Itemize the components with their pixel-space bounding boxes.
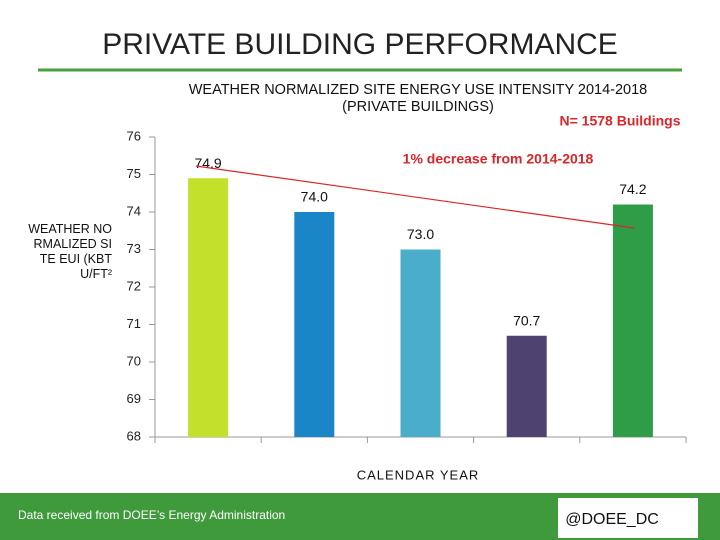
annotation: 1% decrease from 2014-2018 [403,151,594,167]
handle-box [558,498,698,538]
chart-title: WEATHER NORMALIZED SITE ENERGY USE INTEN… [189,82,648,98]
y-tick-label: 69 [127,391,141,406]
y-tick-label: 75 [127,166,141,181]
y-tick-label: 70 [127,353,141,368]
bar [188,178,229,437]
stars: ★★★ [664,502,700,513]
y-tick-label: 72 [127,278,141,293]
handle: @DOEE_DC [565,511,659,528]
value-label: 74.2 [619,181,646,197]
y-tick-label: 76 [127,128,141,143]
bar [294,212,335,437]
bar [612,204,653,437]
bar [400,249,441,437]
annotation: N= 1578 Buildings [560,113,681,129]
y-axis-label: WEATHER NORMALIZED SITE EUI (KBTU/FT² [28,222,112,281]
y-tick-label: 68 [127,428,141,443]
x-axis-label: CALENDAR YEAR [357,467,480,482]
value-label: 74.0 [301,189,328,205]
value-label: 73.0 [407,226,434,242]
value-label: 70.7 [513,312,540,328]
y-tick-label: 73 [127,241,141,256]
chart-subtitle: (PRIVATE BUILDINGS) [342,99,494,115]
footer-note: Data received from DOEE’s Energy Adminis… [18,508,285,522]
y-tick-label: 74 [127,203,141,218]
trend-line [195,165,635,229]
slide-title: PRIVATE BUILDING PERFORMANCE [102,28,618,61]
y-tick-label: 71 [127,316,141,331]
bar [506,335,547,437]
